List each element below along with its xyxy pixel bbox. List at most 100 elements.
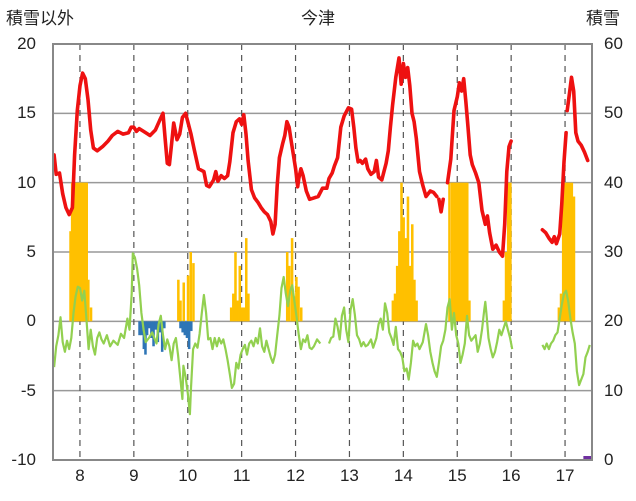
right-y-tick-label: 20 (604, 311, 623, 331)
snow-bar (450, 182, 454, 322)
x-tick-label: 16 (501, 466, 521, 485)
snow-bar (506, 182, 510, 322)
snow-bar (398, 231, 401, 322)
red-series-line (540, 130, 568, 246)
snow-bar (247, 293, 250, 322)
right-y-tick-label: 10 (604, 380, 623, 400)
snow-bar (509, 182, 512, 322)
snow-bar (295, 276, 298, 322)
negative-bar (145, 321, 149, 336)
snow-bar (80, 182, 84, 322)
snow-bar (292, 296, 296, 322)
snow-bar (238, 265, 242, 322)
x-tick-label: 15 (447, 466, 467, 485)
snow-bar (404, 238, 408, 322)
x-tick-label: 13 (339, 466, 359, 485)
right-axis-label: 積雪 (586, 9, 620, 28)
negative-bar (183, 321, 187, 336)
left-y-tick-label: -5 (20, 380, 36, 400)
red-series-line (565, 75, 590, 163)
snow-bar (69, 231, 72, 322)
snow-bar (192, 263, 195, 322)
negative-bar (179, 321, 182, 329)
snow-bar (402, 217, 405, 322)
snow-bar (572, 196, 576, 322)
snow-bar (455, 182, 458, 322)
snow-bar (182, 282, 186, 322)
snow-bar (72, 182, 76, 322)
negative-bar (147, 321, 151, 329)
snow-bar (236, 300, 239, 322)
snow-bar (244, 238, 248, 322)
chart-title: 今津 (301, 9, 335, 28)
snow-bar (391, 300, 395, 322)
snow-bar (566, 182, 569, 322)
snow-bar (82, 182, 85, 322)
snow-bar (504, 252, 508, 322)
snow-bar (242, 307, 246, 322)
snow-bar (568, 182, 571, 322)
negative-bar (187, 321, 191, 350)
plot-frame (52, 43, 593, 461)
green-series-line (53, 252, 322, 416)
snow-bar (186, 275, 190, 322)
left-y-tick-label: -10 (11, 450, 36, 469)
left-y-tick-label: 10 (17, 172, 36, 192)
negative-bar (190, 321, 193, 332)
snow-bar (564, 182, 567, 322)
snow-bar (74, 182, 77, 322)
snow-bar (83, 182, 87, 322)
right-y-tick-label: 30 (604, 242, 623, 261)
x-tick-label: 12 (286, 466, 305, 485)
left-axis-label: 積雪以外 (6, 9, 74, 28)
snow-bar (393, 293, 397, 322)
snow-bar (570, 182, 574, 322)
snow-bar (411, 224, 414, 322)
x-tick-label: 11 (232, 466, 251, 485)
snow-bar (408, 265, 412, 322)
x-tick-label: 9 (129, 466, 139, 485)
negative-bar (163, 321, 166, 329)
snow-bar (177, 279, 180, 322)
snow-bar (232, 293, 235, 322)
x-tick-label: 14 (393, 466, 413, 485)
snow-bar (85, 182, 88, 322)
red-series-line (445, 76, 513, 259)
snow-bar (461, 182, 465, 322)
snow-bar (179, 300, 182, 322)
negative-bar (154, 321, 157, 330)
grid (53, 44, 592, 460)
snow-bar (75, 182, 79, 322)
snow-bar (468, 300, 471, 322)
snow-bar (448, 182, 451, 322)
snow-bar (395, 265, 399, 322)
right-y-tick-label: 60 (604, 34, 623, 53)
left-y-tick-label: 15 (17, 103, 36, 123)
snow-bar (463, 182, 467, 322)
snow-bar (299, 307, 303, 322)
negative-bar (158, 321, 162, 333)
snow-bar (87, 279, 90, 322)
right-y-tick-label: 50 (604, 103, 623, 123)
left-y-tick-label: 5 (26, 242, 36, 261)
line-layer (52, 56, 591, 416)
snow-bar (229, 307, 233, 322)
snow-bar (413, 279, 416, 322)
snow-bar (465, 182, 469, 322)
snow-bar (77, 182, 80, 322)
x-tick-label: 8 (75, 466, 85, 485)
left-y-tick-label: 0 (26, 311, 36, 331)
snow-bar (89, 307, 93, 322)
right-y-tick-label: 0 (604, 450, 614, 469)
snow-bar (70, 182, 74, 322)
left-y-tick-label: 20 (17, 34, 36, 53)
snow-bar (400, 182, 403, 322)
snow-bar (561, 182, 565, 322)
snow-bar (189, 252, 193, 322)
snow-bar (297, 286, 300, 322)
green-series-line (541, 289, 591, 387)
right-y-tick-label: 40 (604, 172, 623, 192)
snow-bar (78, 182, 82, 322)
snow-bar (406, 196, 410, 322)
